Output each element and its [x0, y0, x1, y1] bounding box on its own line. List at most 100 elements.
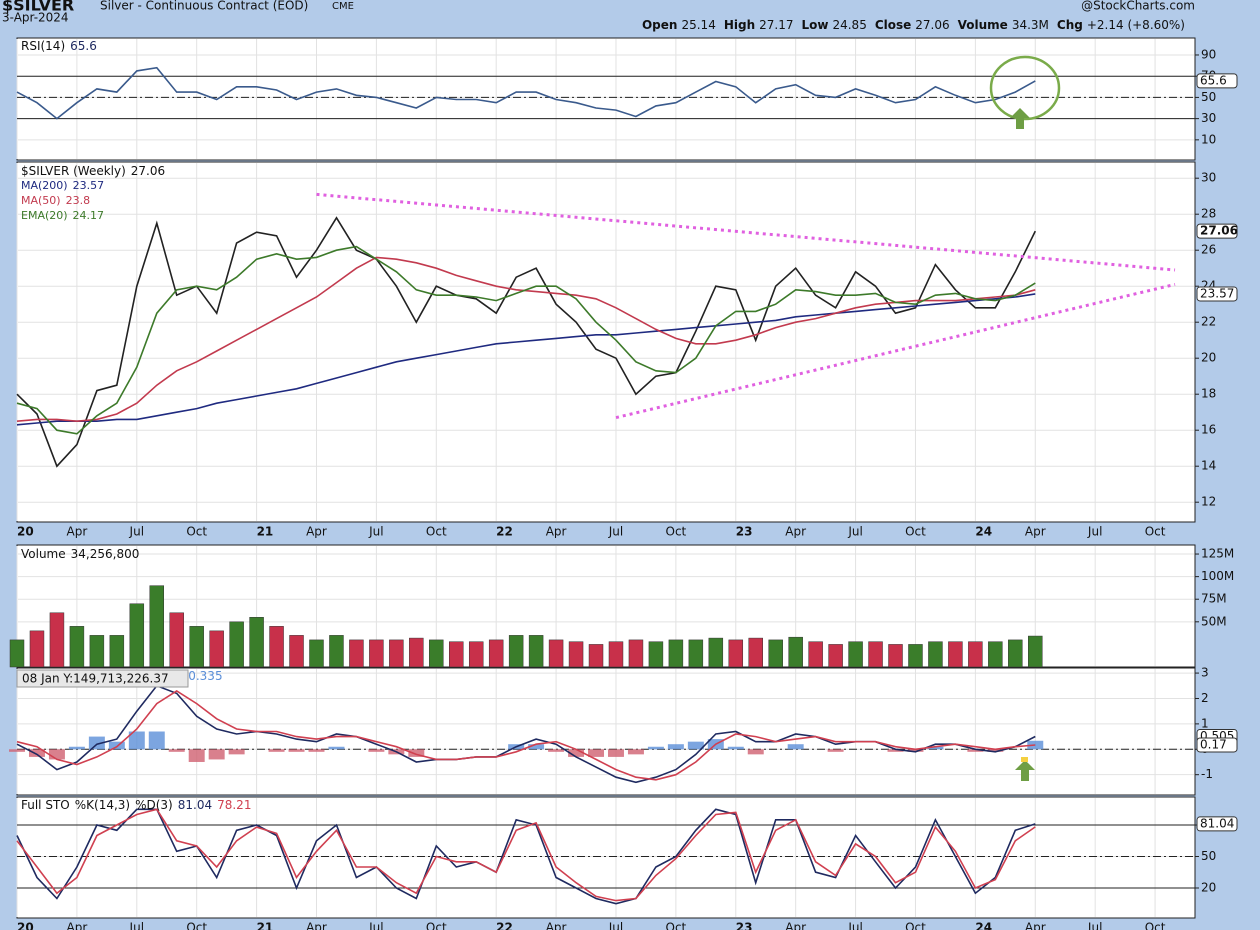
y-tick-label: 18 — [1201, 387, 1216, 401]
y-tick-label: 14 — [1201, 459, 1216, 473]
volume-bar — [488, 639, 504, 668]
histogram-bar — [627, 749, 644, 755]
histogram-bar — [927, 746, 944, 750]
histogram-bar — [727, 746, 744, 750]
quote-label: Low — [801, 18, 828, 32]
histogram-bar — [88, 736, 105, 750]
volume-bar — [468, 641, 484, 668]
legend-name: EMA(20) — [21, 209, 68, 222]
y-tick-label: 22 — [1201, 315, 1216, 329]
panel: 12 14 16 18 20 22 24 26 28 30 20 Apr Jul Oct 21 Apr Jul O… — [16, 161, 1238, 539]
histogram-bar — [328, 746, 345, 750]
legend-name: Volume — [21, 547, 66, 561]
x-tick-label: Jul — [608, 921, 623, 930]
legend-value: 34,256,800 — [71, 547, 140, 561]
histogram-bar — [368, 749, 385, 752]
quote-value: 27.06 — [915, 18, 949, 32]
histogram-bar — [168, 749, 185, 752]
histogram-bar — [28, 749, 45, 757]
x-tick-label: 21 — [257, 921, 274, 930]
last-value-box — [1196, 737, 1238, 753]
volume-bar — [449, 641, 464, 668]
y-tick-label: 75M — [1201, 592, 1227, 606]
x-tick-label: Jul — [368, 921, 383, 930]
volume-bar — [249, 617, 264, 668]
legend-name: %K(14,3) — [75, 798, 130, 812]
quote-value: 25.14 — [681, 18, 715, 32]
histogram-bar — [887, 749, 904, 752]
volume-bar — [109, 635, 125, 668]
series-line — [16, 808, 1036, 905]
panel-frame — [16, 667, 1196, 796]
panels: 103050709065.6RSI(14)65.6121416182022242… — [9, 37, 1238, 930]
volume-bar — [888, 644, 903, 668]
volume-bar — [548, 639, 564, 668]
y-tick-label: 30 — [1201, 171, 1216, 185]
last-value: 81.04 — [1200, 816, 1234, 830]
x-tick-label: Jul — [847, 525, 862, 539]
last-value-box — [1196, 73, 1238, 89]
y-tick-label: 20 — [1201, 351, 1216, 365]
legend-value: 27.06 — [131, 164, 165, 178]
y-tick-label: 28 — [1201, 207, 1216, 221]
volume-bar — [209, 630, 224, 668]
legend-value: 24.17 — [73, 209, 105, 222]
marker — [1021, 757, 1028, 762]
volume-bar — [169, 612, 184, 668]
legend: RSI(14) 65.6 — [21, 39, 97, 53]
legend: $SILVER (Weekly) 27.06 — [21, 164, 165, 178]
last-value-box — [1196, 286, 1238, 302]
histogram-bar — [48, 749, 65, 760]
histogram-bar — [308, 749, 325, 752]
quote-label: Volume — [958, 18, 1008, 32]
panel-frame — [16, 796, 1196, 919]
volume-bar — [788, 636, 803, 668]
y-tick-label: 50 — [1201, 90, 1216, 104]
tooltip — [16, 669, 189, 688]
volume-bar — [648, 641, 664, 668]
histogram-bar — [208, 749, 225, 760]
quote-label: Chg — [1057, 18, 1083, 32]
series-line — [16, 293, 1036, 426]
x-tick-label: Apr — [785, 525, 806, 539]
histogram-bar — [228, 749, 245, 755]
x-tick-label: Apr — [1025, 921, 1046, 930]
x-tick-label: Jul — [847, 921, 862, 930]
histogram-bar — [188, 749, 205, 762]
volume-bar — [708, 637, 724, 668]
volume-bar — [968, 641, 983, 668]
volume-bar — [389, 639, 404, 668]
x-tick-label: 20 — [17, 921, 34, 930]
y-tick-label: -1 — [1201, 767, 1213, 781]
y-tick-label: 16 — [1201, 423, 1216, 437]
histogram-bar — [268, 749, 285, 752]
quote-value: 34.3M — [1012, 18, 1049, 32]
y-tick-label: 20 — [1201, 880, 1216, 894]
x-tick-label: Jul — [1087, 921, 1102, 930]
volume-bar — [409, 637, 424, 668]
quote-label: Close — [875, 18, 911, 32]
series-line — [16, 808, 1036, 902]
x-tick-label: Jul — [129, 525, 144, 539]
quote-value: 27.17 — [759, 18, 793, 32]
x-tick-label: Apr — [306, 921, 327, 930]
x-tick-label: 20 — [17, 525, 34, 539]
quote-label: Open — [642, 18, 677, 32]
volume-bar — [828, 644, 843, 668]
histogram-bar — [108, 741, 125, 750]
x-tick-label: 22 — [496, 921, 513, 930]
volume-bar — [628, 639, 644, 668]
x-tick-label: Oct — [186, 921, 207, 930]
histogram-bar — [907, 749, 924, 752]
histogram-bar — [528, 744, 545, 750]
histogram-bar — [647, 746, 664, 750]
legend-value: 78.21 — [217, 798, 251, 812]
y-tick-label: 1 — [1201, 716, 1209, 730]
volume-bar — [349, 639, 364, 668]
volume-bar — [369, 639, 384, 668]
x-tick-label: Oct — [666, 525, 687, 539]
x-tick-label: 24 — [975, 921, 992, 930]
histogram-bar — [787, 744, 804, 750]
volume-bar — [29, 630, 45, 668]
